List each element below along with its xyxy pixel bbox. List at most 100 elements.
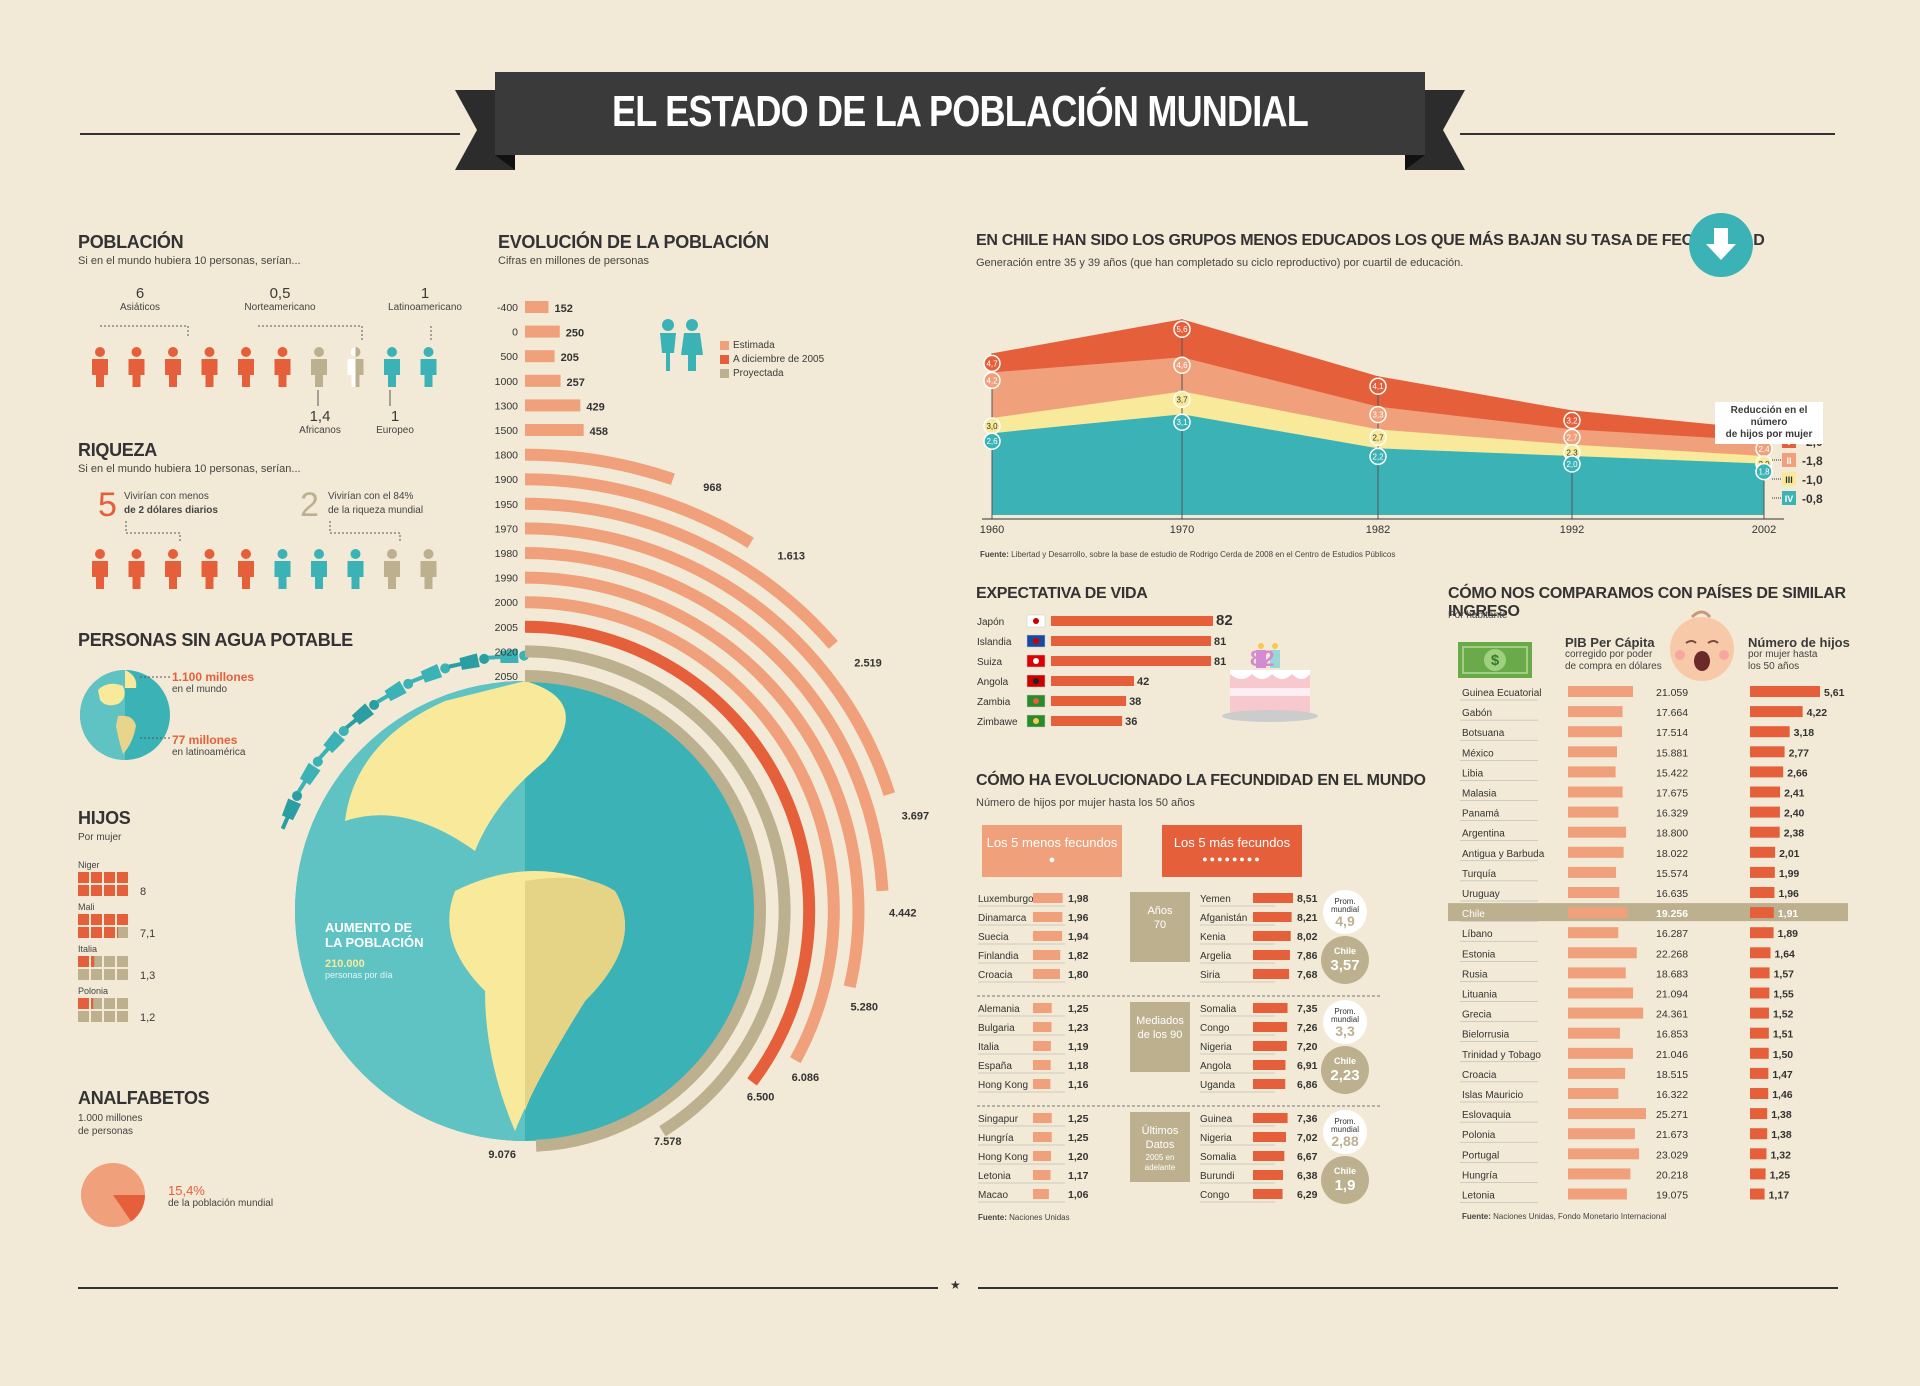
reduccion-box: Reducción en el número de hijos por mujer bbox=[1715, 402, 1823, 444]
hijos-value: 1,3 bbox=[140, 970, 156, 982]
hijos-square-fill bbox=[78, 914, 89, 925]
vida-flag bbox=[1026, 634, 1046, 648]
high-bar bbox=[1253, 969, 1290, 979]
hijos-value: 1,32 bbox=[1770, 1149, 1791, 1161]
compara-country: Trinidad y Tobago bbox=[1462, 1050, 1541, 1061]
hijos-square-fill bbox=[117, 914, 128, 925]
hijos-value: 1,57 bbox=[1774, 968, 1795, 980]
evolucion-year-label: 1950 bbox=[495, 499, 519, 511]
low-bar bbox=[1033, 1170, 1051, 1180]
hijos-bar bbox=[1750, 1148, 1767, 1160]
vida-country: Angola bbox=[977, 677, 1009, 688]
low-country: Letonia bbox=[978, 1171, 1011, 1182]
area-point: 2,2 bbox=[1369, 447, 1387, 466]
low-country: Hungría bbox=[978, 1133, 1014, 1144]
pobl-people-person-2 bbox=[165, 347, 181, 387]
hijos-square bbox=[104, 998, 115, 1009]
hijos-square-fill bbox=[91, 872, 102, 883]
hijos-value: 2,41 bbox=[1784, 788, 1805, 800]
down-arrow-icon[interactable] bbox=[1688, 212, 1754, 278]
low-bar bbox=[1033, 893, 1063, 903]
pib-bar bbox=[1568, 826, 1627, 838]
pib-value: 24.361 bbox=[1656, 1009, 1688, 1021]
low-country: Luxemburgo bbox=[978, 894, 1034, 905]
compara-country: Panamá bbox=[1462, 809, 1500, 820]
pib-bar bbox=[1568, 1128, 1635, 1140]
evolucion-value: 250 bbox=[566, 328, 584, 340]
svg-text:Prom.: Prom. bbox=[1334, 897, 1355, 906]
pib-value: 18.022 bbox=[1656, 848, 1688, 860]
pib-value: 16.853 bbox=[1656, 1029, 1688, 1041]
evolucion-legend-item: A diciembre de 2005 bbox=[720, 352, 824, 366]
pib-value: 16.635 bbox=[1656, 888, 1688, 900]
hijos-bar bbox=[1750, 826, 1780, 838]
compara-country: Guinea Ecuatorial bbox=[1462, 688, 1542, 699]
hijos-header: Número de hijos por mujer hasta los 50 añ… bbox=[1748, 635, 1850, 672]
high-country: Angola bbox=[1200, 1061, 1232, 1072]
area-point: 3,0 bbox=[983, 417, 1001, 435]
pib-value: 19.075 bbox=[1656, 1190, 1688, 1202]
hijos-square-fill bbox=[117, 872, 128, 883]
vida-value: 81 bbox=[1214, 636, 1226, 648]
pobl-people-person-0 bbox=[92, 347, 108, 387]
low-country: Bulgaria bbox=[978, 1023, 1015, 1034]
compara-chart: Guinea Ecuatorial 21.059 5,61 Gabón 17.664 4,… bbox=[1448, 686, 1848, 1203]
asiaticos-label: Asiáticos bbox=[120, 302, 161, 313]
hijos-value: 7,1 bbox=[140, 928, 156, 940]
hijos-bar bbox=[1750, 766, 1784, 778]
svg-text:3,57: 3,57 bbox=[1330, 957, 1359, 974]
hijos-bar bbox=[1750, 927, 1774, 939]
low-bar bbox=[1033, 1041, 1051, 1051]
evolucion-value: 9.076 bbox=[488, 1149, 516, 1161]
pib-value: 18.800 bbox=[1656, 828, 1688, 840]
hijos-square-fill bbox=[117, 927, 119, 938]
svg-text:2,3: 2,3 bbox=[1566, 449, 1578, 458]
vida-title: EXPECTATIVA DE VIDA bbox=[976, 585, 1148, 602]
analfabetos-pie bbox=[81, 1163, 145, 1227]
low-country: Singapur bbox=[978, 1114, 1019, 1125]
svg-text:3,2: 3,2 bbox=[1566, 416, 1578, 425]
evolucion-year-label: 0 bbox=[512, 327, 518, 339]
vida-country: Suiza bbox=[977, 657, 1002, 668]
agua-title: PERSONAS SIN AGUA POTABLE bbox=[78, 630, 353, 650]
svg-text:2,88: 2,88 bbox=[1331, 1133, 1358, 1149]
evolucion-arc bbox=[524, 670, 767, 1152]
high-bar bbox=[1253, 1079, 1286, 1089]
svg-text:$: $ bbox=[1491, 652, 1500, 669]
pib-bar bbox=[1568, 967, 1626, 979]
evolucion-year-label: 1000 bbox=[495, 376, 519, 388]
compara-country: Malasia bbox=[1462, 789, 1497, 800]
evolucion-bar bbox=[525, 374, 561, 387]
hijos-square-fill bbox=[78, 872, 89, 883]
high-country: Somalia bbox=[1200, 1152, 1237, 1163]
area-point: 2,6 bbox=[983, 432, 1001, 450]
poblacion-top-labels: 6 Asiáticos 0,5 Norteamericano 1 Latinoamer… bbox=[80, 285, 480, 325]
vida-bar bbox=[1051, 616, 1213, 626]
hijos-grid bbox=[78, 914, 128, 938]
agua-value-b: 77 millones en latinoamérica bbox=[172, 733, 246, 758]
hijos-bar bbox=[1750, 1027, 1769, 1039]
pobl-people-person-6 bbox=[311, 347, 327, 387]
pib-value: 22.268 bbox=[1656, 948, 1688, 960]
period-label-box: Años 70 bbox=[1130, 892, 1190, 962]
low-country: Croacia bbox=[978, 970, 1013, 981]
africanos-num: 1,4 bbox=[309, 408, 331, 425]
high-value: 8,02 bbox=[1297, 931, 1318, 943]
vida-bar bbox=[1051, 676, 1134, 686]
globe-text: AUMENTO DE LA POBLACIÓN 210.000 personas… bbox=[325, 920, 424, 980]
riq-people-person-9 bbox=[420, 549, 437, 589]
low-country: Italia bbox=[978, 1042, 1000, 1053]
analfabetos-pct: 15,4% de la población mundial bbox=[168, 1183, 274, 1209]
evolucion-year-label: 1300 bbox=[495, 400, 519, 412]
cake-icon bbox=[1222, 643, 1318, 722]
svg-text:Chile: Chile bbox=[1334, 1056, 1356, 1066]
header-line-left bbox=[80, 133, 460, 135]
hijos-square bbox=[117, 1011, 128, 1022]
pib-value: 18.515 bbox=[1656, 1069, 1688, 1081]
svg-text:4,2: 4,2 bbox=[986, 376, 998, 385]
hijos-value: 1,50 bbox=[1773, 1049, 1794, 1061]
